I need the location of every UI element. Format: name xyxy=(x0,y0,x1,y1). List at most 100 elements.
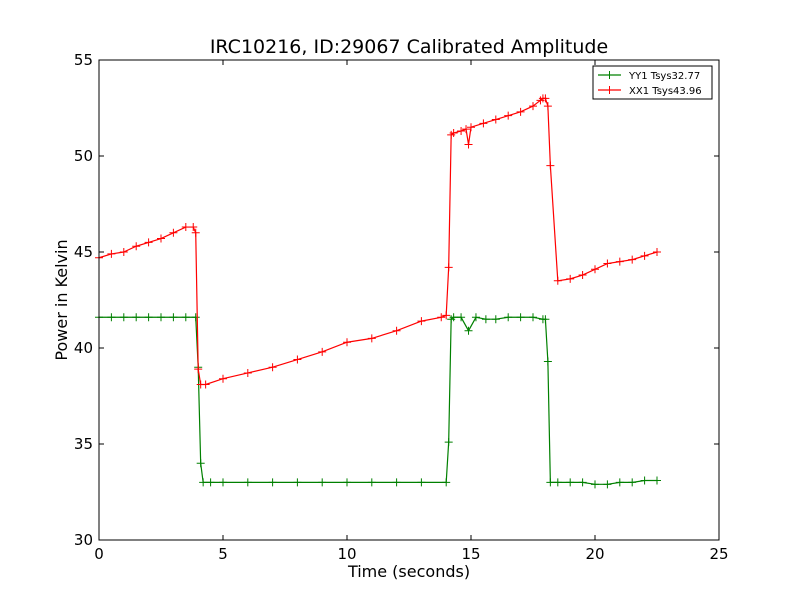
data-point xyxy=(578,478,587,487)
data-point xyxy=(157,234,165,243)
data-point xyxy=(181,223,190,232)
data-point xyxy=(367,334,376,343)
data-point xyxy=(553,478,562,487)
data-point xyxy=(444,438,453,447)
data-point xyxy=(132,313,141,322)
data-point xyxy=(219,374,227,383)
data-point xyxy=(417,478,426,487)
data-point xyxy=(194,365,203,374)
y-tick-label: 55 xyxy=(74,51,93,69)
data-point xyxy=(553,276,562,285)
legend[interactable]: YY1 Tsys32.77 XX1 Tsys43.96 xyxy=(592,65,713,100)
data-point xyxy=(107,313,116,322)
data-point xyxy=(119,248,128,256)
data-point xyxy=(191,228,200,237)
data-point xyxy=(206,478,215,487)
data-point xyxy=(144,313,153,322)
data-point xyxy=(516,313,525,322)
y-tick-label: 45 xyxy=(74,243,93,261)
data-point xyxy=(243,478,252,487)
x-tick-label: 25 xyxy=(709,545,728,563)
data-point xyxy=(392,326,401,335)
data-point xyxy=(628,255,637,264)
data-point xyxy=(444,263,453,272)
data-point xyxy=(449,128,458,137)
data-point xyxy=(541,94,550,103)
data-point xyxy=(653,476,661,485)
data-point xyxy=(268,478,277,487)
x-tick-label: 5 xyxy=(218,545,228,563)
x-axis-label: Time (seconds) xyxy=(347,562,470,581)
data-point xyxy=(578,271,587,280)
legend-entry[interactable]: YY1 Tsys32.77 xyxy=(598,71,700,82)
data-point xyxy=(268,363,277,372)
data-point xyxy=(457,127,466,136)
data-point xyxy=(462,125,471,134)
data-point xyxy=(491,315,500,324)
axes-frame xyxy=(98,59,720,541)
data-point xyxy=(640,251,649,260)
data-point xyxy=(491,115,500,124)
data-point xyxy=(219,478,227,487)
x-tick-label: 10 xyxy=(337,545,356,563)
chart-title: IRC10216, ID:29067 Calibrated Amplitude xyxy=(210,36,608,58)
y-tick-label: 35 xyxy=(74,435,93,453)
legend-label: XX1 Tsys43.96 xyxy=(629,86,702,97)
data-point xyxy=(546,161,555,170)
legend-box xyxy=(592,65,713,100)
data-point xyxy=(471,313,480,322)
y-tick-label: 50 xyxy=(74,147,93,165)
data-point xyxy=(653,248,661,256)
data-point xyxy=(615,478,624,487)
data-point xyxy=(243,368,252,377)
data-point xyxy=(504,313,513,322)
series-1 xyxy=(95,313,661,489)
data-point xyxy=(640,476,649,485)
data-point xyxy=(367,478,376,487)
data-point xyxy=(628,478,637,487)
data-point xyxy=(189,223,198,232)
data-point xyxy=(293,478,302,487)
data-point xyxy=(464,140,473,149)
data-point xyxy=(442,478,451,487)
data-point xyxy=(392,478,401,487)
data-point xyxy=(603,480,612,489)
data-point xyxy=(343,338,351,347)
legend-entry[interactable]: XX1 Tsys43.96 xyxy=(598,86,702,97)
series-2 xyxy=(95,94,661,389)
data-point xyxy=(201,380,210,389)
x-tick-label: 0 xyxy=(94,545,104,563)
data-point xyxy=(293,355,302,364)
data-point xyxy=(442,311,451,320)
data-point xyxy=(615,257,624,266)
data-point xyxy=(119,313,128,322)
x-tick-label: 15 xyxy=(461,545,480,563)
y-axis-label: Power in Kelvin xyxy=(52,239,71,360)
data-point xyxy=(169,228,178,237)
legend-marker xyxy=(605,71,614,79)
data-point xyxy=(541,315,550,324)
data-point xyxy=(566,274,575,283)
data-point xyxy=(467,123,475,132)
data-point xyxy=(318,478,327,487)
data-point xyxy=(516,107,525,116)
y-tick-label: 40 xyxy=(74,339,93,357)
series-layer xyxy=(95,94,661,489)
data-point xyxy=(449,313,458,322)
data-point xyxy=(318,347,327,356)
data-point xyxy=(543,102,552,111)
data-point xyxy=(481,315,490,324)
data-point xyxy=(457,313,466,322)
data-point xyxy=(543,357,552,366)
data-point xyxy=(107,249,116,258)
data-point xyxy=(169,313,178,322)
data-point xyxy=(479,119,488,128)
ticks-layer: 0 5 10 15 20 25 30 35 40 45 50 55 xyxy=(74,51,729,563)
data-point xyxy=(529,313,537,322)
data-point xyxy=(191,313,200,322)
data-point xyxy=(199,478,208,487)
data-point xyxy=(504,111,513,120)
data-point xyxy=(464,326,473,335)
data-point xyxy=(529,102,537,111)
